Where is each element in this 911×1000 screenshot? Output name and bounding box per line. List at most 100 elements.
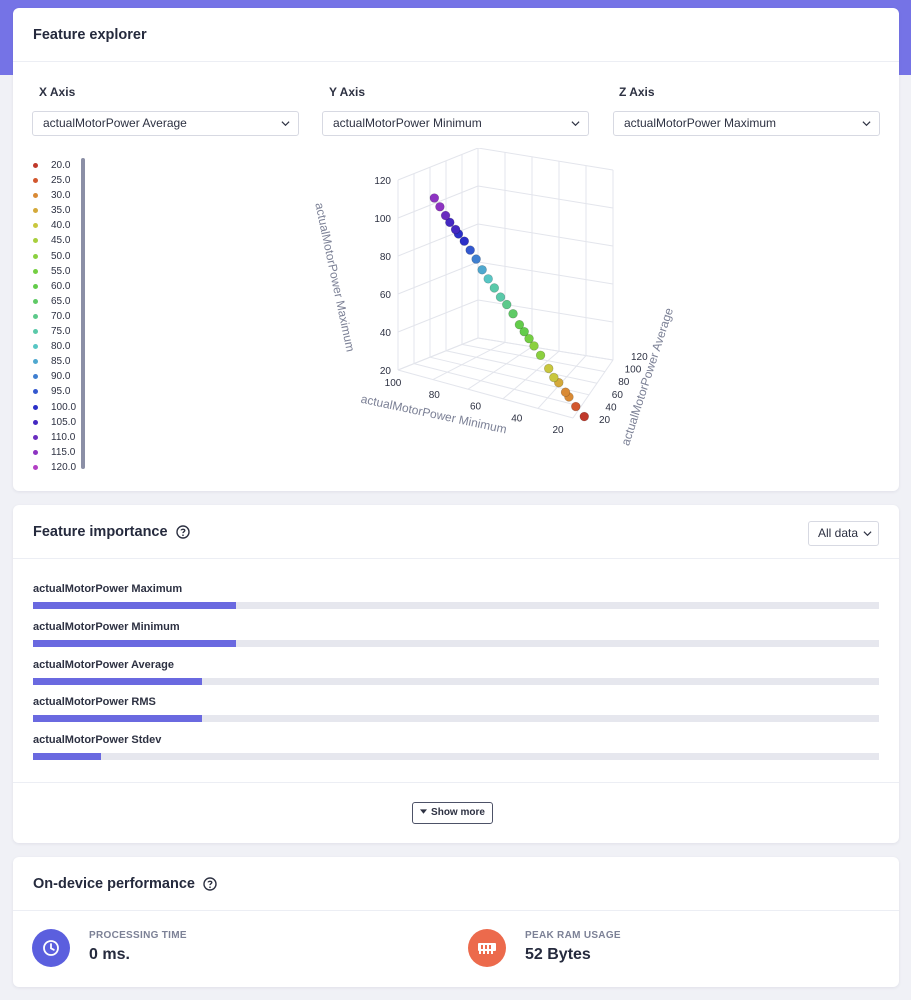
legend-item[interactable]: 80.0 bbox=[33, 339, 76, 354]
grid-line bbox=[429, 356, 590, 396]
y-tick-label: 100 bbox=[385, 378, 402, 389]
legend-dot bbox=[33, 419, 38, 425]
grid-line bbox=[461, 343, 606, 373]
legend-dot bbox=[33, 298, 38, 304]
z-axis-selected-value: actualMotorPower Maximum bbox=[624, 116, 777, 130]
feature-name: actualMotorPower Maximum bbox=[33, 583, 183, 595]
legend-label: 30.0 bbox=[51, 190, 71, 202]
legend-dot bbox=[33, 313, 38, 319]
legend-dot bbox=[33, 434, 38, 440]
legend-item[interactable]: 55.0 bbox=[33, 264, 76, 279]
legend-item[interactable]: 45.0 bbox=[33, 233, 76, 248]
chevron-down-icon bbox=[281, 121, 290, 127]
legend-item[interactable]: 50.0 bbox=[33, 249, 76, 264]
legend-label: 70.0 bbox=[51, 310, 71, 322]
legend-item[interactable]: 95.0 bbox=[33, 384, 76, 399]
grid-line bbox=[397, 148, 479, 181]
feature-importance-row: actualMotorPower RMS bbox=[33, 695, 879, 733]
y-tick-label: 40 bbox=[511, 413, 523, 424]
legend-item[interactable]: 30.0 bbox=[33, 188, 76, 203]
legend-item[interactable]: 20.0 bbox=[33, 158, 76, 173]
legend-dot bbox=[33, 283, 38, 289]
legend-item[interactable]: 85.0 bbox=[33, 354, 76, 369]
z-axis-title: actualMotorPower Maximum bbox=[312, 201, 357, 353]
legend-dot bbox=[33, 253, 38, 259]
x-axis-select[interactable]: actualMotorPower Average bbox=[32, 111, 299, 136]
legend-dot bbox=[33, 178, 38, 184]
z-axis-select[interactable]: actualMotorPower Maximum bbox=[613, 111, 880, 136]
chevron-down-icon bbox=[862, 121, 871, 127]
legend-item[interactable]: 35.0 bbox=[33, 203, 76, 218]
scatter-point bbox=[483, 274, 493, 284]
scatter-point bbox=[477, 265, 487, 275]
legend-label: 35.0 bbox=[51, 205, 71, 217]
grid-line bbox=[467, 346, 533, 390]
scatter-point bbox=[495, 292, 506, 302]
scatter-point bbox=[529, 341, 539, 351]
z-tick-label: 20 bbox=[380, 366, 392, 377]
y-tick-label: 80 bbox=[429, 390, 441, 401]
scatter-point bbox=[465, 245, 475, 255]
dataset-select[interactable]: All data bbox=[808, 521, 879, 546]
help-icon[interactable] bbox=[203, 876, 217, 891]
feature-importance-title: Feature importance bbox=[33, 523, 168, 540]
help-icon[interactable] bbox=[175, 524, 190, 539]
legend-dot bbox=[33, 268, 38, 274]
legend-dot bbox=[33, 404, 38, 410]
z-axis-label: Z Axis bbox=[619, 85, 655, 99]
legend-dot bbox=[33, 344, 38, 350]
legend-scrollbar[interactable] bbox=[81, 158, 85, 469]
feature-explorer-title: Feature explorer bbox=[33, 26, 147, 43]
importance-bar-track bbox=[33, 715, 879, 723]
legend-label: 95.0 bbox=[51, 386, 71, 398]
grid-line bbox=[432, 341, 506, 381]
legend-item[interactable]: 75.0 bbox=[33, 324, 76, 339]
grid-line bbox=[397, 223, 479, 257]
scatter-point bbox=[519, 326, 529, 337]
legend-item[interactable]: 100.0 bbox=[33, 400, 76, 415]
legend-item[interactable]: 105.0 bbox=[33, 415, 76, 430]
scatter-point bbox=[579, 411, 589, 422]
scatter-point bbox=[445, 217, 455, 228]
x-tick-label: 20 bbox=[599, 415, 611, 426]
show-more-button[interactable]: Show more bbox=[412, 802, 493, 824]
memory-chip-icon bbox=[468, 929, 506, 967]
legend-label: 105.0 bbox=[51, 416, 77, 428]
legend-dot bbox=[33, 374, 38, 380]
legend-label: 25.0 bbox=[51, 175, 71, 187]
scatter-point bbox=[435, 202, 445, 212]
legend-item[interactable]: 25.0 bbox=[33, 173, 76, 188]
legend-item[interactable]: 115.0 bbox=[33, 445, 76, 460]
grid-line bbox=[477, 185, 614, 209]
legend-item[interactable]: 65.0 bbox=[33, 294, 76, 309]
x-axis-selected-value: actualMotorPower Average bbox=[43, 116, 187, 130]
z-tick-label: 100 bbox=[374, 214, 391, 225]
scatter-point bbox=[535, 350, 546, 360]
z-tick-label: 120 bbox=[374, 176, 391, 187]
x-tick-label: 60 bbox=[612, 390, 624, 401]
clock-icon bbox=[32, 929, 70, 967]
legend-item[interactable]: 90.0 bbox=[33, 369, 76, 384]
divider bbox=[13, 782, 899, 783]
legend-label: 115.0 bbox=[51, 446, 76, 458]
scatter-3d-plot[interactable]: 204060801001201008060402020406080100120a… bbox=[13, 148, 899, 488]
legend-item[interactable]: 70.0 bbox=[33, 309, 76, 324]
y-tick-label: 20 bbox=[552, 425, 564, 436]
legend-item[interactable]: 60.0 bbox=[33, 279, 76, 294]
legend-item[interactable]: 40.0 bbox=[33, 218, 76, 233]
importance-bar-track bbox=[33, 602, 879, 609]
legend-dot bbox=[33, 208, 38, 214]
y-axis-select[interactable]: actualMotorPower Minimum bbox=[322, 111, 589, 136]
scatter-point bbox=[544, 363, 554, 374]
legend-label: 55.0 bbox=[51, 265, 71, 277]
legend-dot bbox=[33, 449, 38, 455]
feature-importance-row: actualMotorPower Stdev bbox=[33, 733, 879, 771]
performance-header: On-device performance bbox=[13, 857, 899, 911]
grid-line bbox=[477, 148, 614, 171]
feature-explorer-card: Feature explorer X Axis Y Axis Z Axis ac… bbox=[13, 8, 899, 491]
feature-name: actualMotorPower RMS bbox=[33, 696, 156, 709]
importance-bar-fill bbox=[33, 639, 237, 647]
legend-item[interactable]: 120.0 bbox=[33, 460, 76, 475]
grid-line bbox=[397, 337, 479, 371]
legend-item[interactable]: 110.0 bbox=[33, 430, 76, 445]
